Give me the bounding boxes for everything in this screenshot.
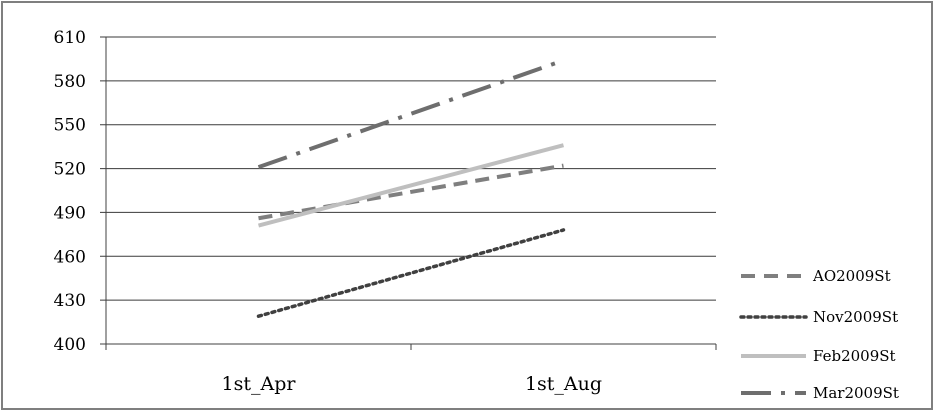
- series-lines: [256, 58, 566, 318]
- legend-label: AO2009St: [812, 267, 891, 285]
- legend-label: Nov2009St: [813, 308, 898, 326]
- legend-label: Feb2009St: [813, 347, 896, 365]
- series-line-AO2009St: [258, 163, 564, 221]
- axes: 400 430 460 490 520 550 580 610 1st_Apr 1st_Aug: [54, 28, 717, 395]
- y-tick-label: 460: [54, 247, 86, 267]
- y-tick-label: 520: [54, 160, 86, 180]
- y-tick-label: 400: [54, 335, 86, 355]
- y-tick-label: 490: [54, 203, 86, 223]
- series-line-Nov2009St: [256, 228, 566, 318]
- series-line-Mar2009St: [257, 58, 565, 169]
- y-tick-label: 550: [54, 116, 86, 136]
- line-chart: 400 430 460 490 520 550 580 610 1st_Apr 1st_Aug A…: [54, 28, 899, 402]
- x-tick-label: 1st_Apr: [222, 373, 297, 395]
- y-tick-label: 610: [54, 28, 86, 48]
- gridlines: [100, 36, 716, 345]
- legend: AO2009St Nov2009St Feb2009St Mar2009St: [739, 267, 899, 402]
- series-line-Feb2009St: [257, 143, 565, 228]
- y-tick-label: 580: [54, 72, 86, 92]
- legend-label: Mar2009St: [813, 384, 899, 402]
- x-tick-label: 1st_Aug: [525, 373, 602, 395]
- y-tick-label: 430: [54, 291, 86, 311]
